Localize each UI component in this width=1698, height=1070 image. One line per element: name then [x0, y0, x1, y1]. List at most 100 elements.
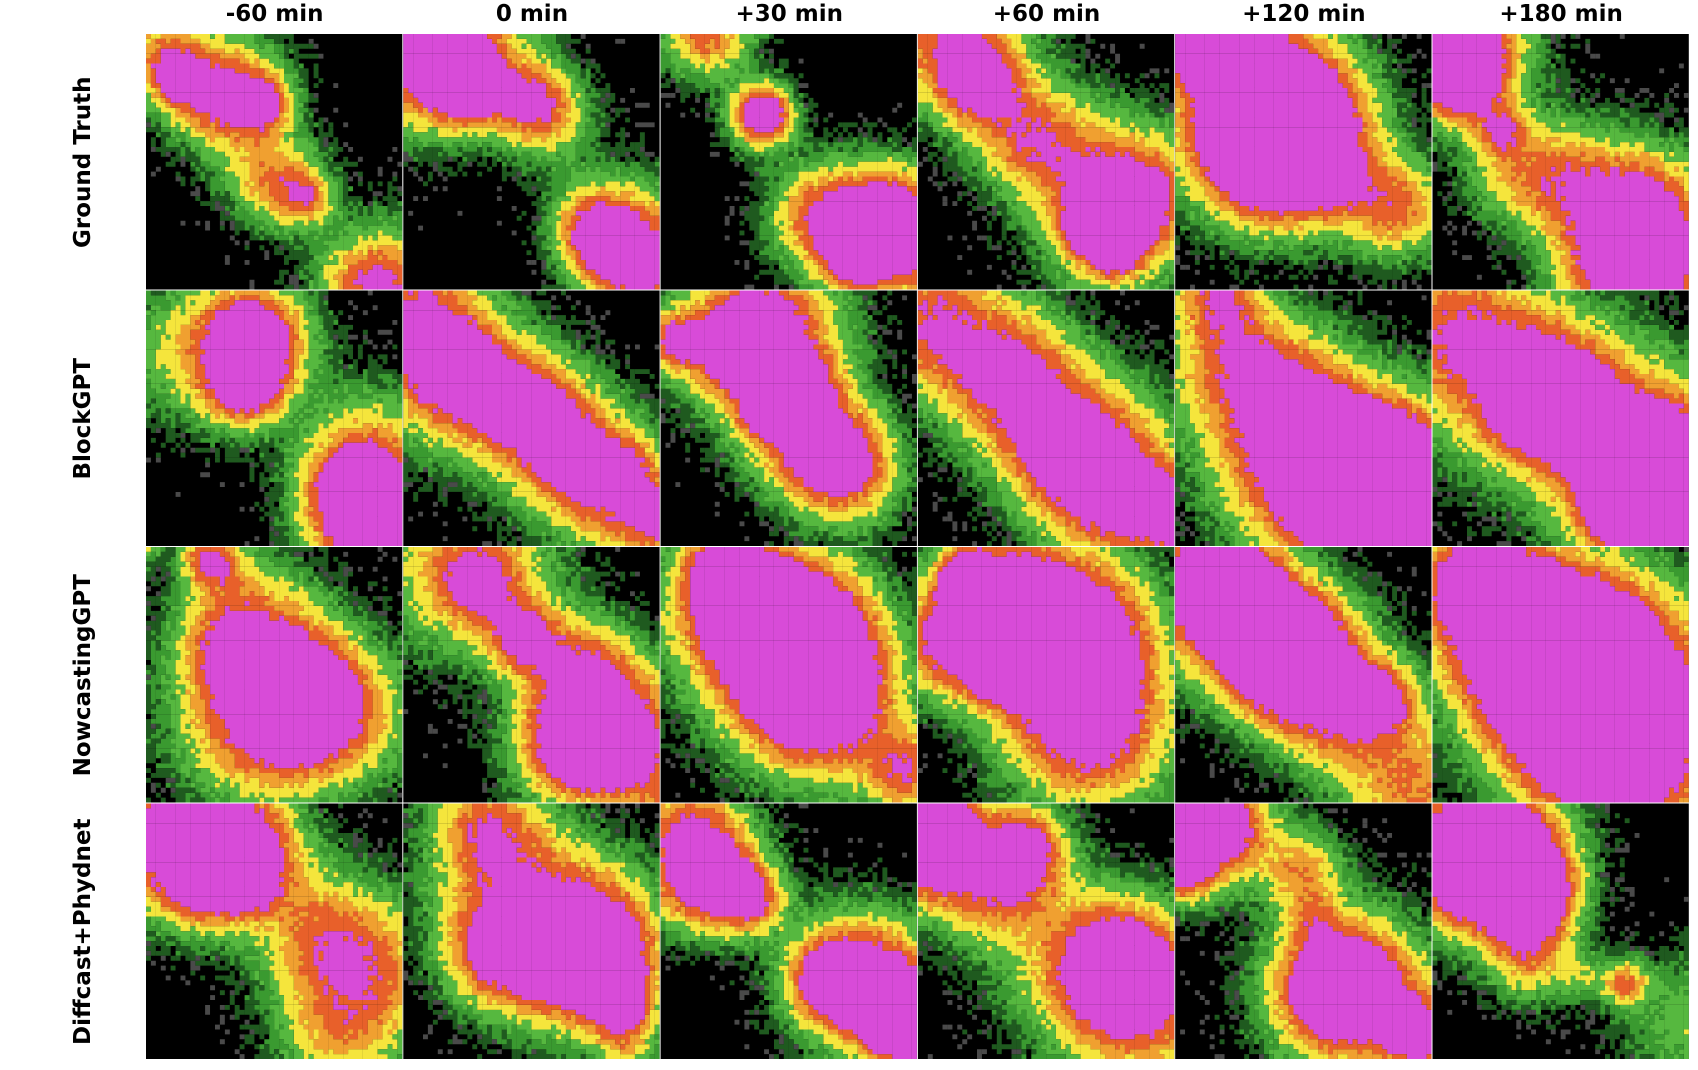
precipitation-cells — [403, 290, 660, 547]
radar-panel — [1175, 290, 1432, 547]
precipitation-cells — [660, 803, 917, 1060]
radar-panel — [146, 803, 403, 1060]
precipitation-cells — [1175, 34, 1432, 265]
precipitation-cells — [660, 290, 883, 507]
row-title: BlockGPT — [70, 358, 96, 480]
row-title: Diffcast+Phydnet — [70, 819, 96, 1045]
precipitation-cells — [467, 813, 650, 1035]
precipitation-cells — [146, 803, 383, 1025]
precipitation-cells — [917, 34, 1175, 285]
precipitation-cells — [917, 290, 1175, 547]
precipitation-cells — [457, 803, 655, 1050]
precipitation-cells — [185, 295, 403, 547]
row-title: Ground Truth — [70, 77, 96, 249]
precipitation-cells — [660, 34, 917, 290]
precipitation-cells — [403, 803, 660, 1060]
precipitation-cells — [403, 547, 660, 803]
precipitation-cells — [660, 290, 917, 547]
precipitation-cells — [1175, 290, 1432, 547]
row-titles: Ground Truth BlockGPT NowcastingGPT Diffcas… — [70, 77, 96, 1045]
precipitation-cells — [146, 803, 403, 1060]
precipitation-cells — [403, 547, 660, 803]
precipitation-cells — [1432, 547, 1689, 803]
precipitation-cells — [146, 547, 403, 803]
column-title: +180 min — [1499, 1, 1623, 27]
precipitation-cells — [670, 34, 917, 290]
radar-panel — [1432, 34, 1689, 290]
column-title: +60 min — [993, 1, 1101, 27]
radar-panel — [403, 290, 660, 547]
precipitation-cells — [146, 290, 403, 547]
precipitation-cells — [1175, 34, 1417, 231]
precipitation-cells — [146, 803, 403, 1055]
precipitation-cells — [917, 547, 1175, 803]
precipitation-cells — [1432, 290, 1689, 547]
precipitation-cells — [146, 547, 403, 803]
precipitation-cells — [200, 551, 363, 769]
precipitation-cells — [190, 547, 373, 778]
radar-panel — [917, 290, 1175, 547]
precipitation-cells — [1432, 34, 1689, 290]
precipitation-cells — [155, 290, 403, 547]
precipitation-cells — [403, 803, 660, 1055]
precipitation-cells — [1432, 803, 1689, 1060]
precipitation-cells — [403, 34, 660, 290]
precipitation-cells — [690, 547, 912, 783]
precipitation-cells — [917, 290, 1175, 547]
precipitation-cells — [150, 48, 403, 290]
precipitation-cells — [1175, 34, 1432, 290]
precipitation-cells — [917, 803, 1175, 1040]
precipitation-cells — [660, 813, 917, 1060]
precipitation-cells — [1432, 290, 1689, 547]
column-title: -60 min — [226, 1, 324, 27]
radar-panel — [403, 547, 660, 803]
column-title: +30 min — [735, 1, 843, 27]
precipitation-cells — [660, 547, 917, 803]
precipitation-cells — [1175, 808, 1432, 1060]
radar-panel — [1175, 547, 1432, 803]
precipitation-cells — [1175, 547, 1432, 803]
radar-panel — [917, 803, 1175, 1060]
precipitation-cells — [744, 97, 917, 285]
radar-panel — [146, 547, 403, 803]
precipitation-cells — [932, 34, 1170, 275]
precipitation-cells — [1180, 290, 1432, 547]
precipitation-cells — [922, 547, 1145, 774]
precipitation-cells — [146, 38, 403, 290]
precipitation-cells — [1432, 547, 1689, 803]
radar-panel — [660, 290, 917, 547]
precipitation-cells — [1432, 547, 1689, 803]
precipitation-cells — [1190, 290, 1432, 547]
precipitation-cells — [146, 803, 403, 1060]
precipitation-cells — [403, 34, 660, 290]
precipitation-cells — [1199, 290, 1432, 547]
precipitation-cells — [1175, 34, 1393, 216]
precipitation-cells — [1432, 305, 1689, 547]
precipitation-cells — [660, 290, 888, 512]
radar-panel — [403, 34, 660, 290]
precipitation-cells — [1175, 547, 1407, 744]
radar-panel — [1432, 803, 1689, 1060]
radar-panel — [660, 803, 917, 1060]
column-title: 0 min — [496, 1, 568, 27]
precipitation-cells — [660, 290, 873, 497]
precipitation-cells — [1175, 547, 1432, 803]
precipitation-cells — [418, 547, 660, 803]
radar-panel — [1432, 290, 1689, 547]
precipitation-cells — [403, 290, 660, 542]
precipitation-cells — [917, 803, 1175, 1060]
precipitation-cells — [917, 295, 1175, 547]
radar-panel — [917, 547, 1175, 803]
precipitation-cells — [660, 290, 912, 537]
precipitation-cells — [917, 547, 1165, 793]
radar-panel — [1175, 34, 1432, 290]
precipitation-cells — [1432, 803, 1635, 996]
precipitation-cells — [660, 290, 898, 522]
radar-panel — [917, 34, 1175, 290]
precipitation-cells — [146, 803, 398, 1045]
precipitation-cells — [660, 290, 917, 547]
column-titles: -60 min 0 min +30 min +60 min +120 min +180 m… — [226, 1, 1623, 27]
precipitation-cells — [1175, 803, 1432, 1060]
precipitation-cells — [146, 34, 403, 290]
